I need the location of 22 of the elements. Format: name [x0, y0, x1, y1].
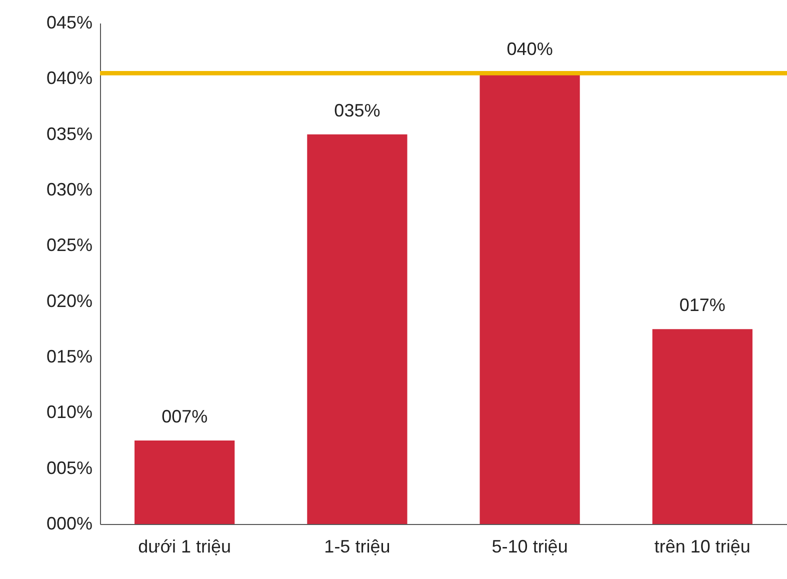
y-tick-label: 020% [46, 290, 92, 311]
y-tick-label: 005% [46, 458, 92, 478]
y-tick-label: 030% [46, 180, 92, 200]
x-tick-label: 5-10 triệu [492, 536, 568, 556]
y-tick-label: 015% [46, 346, 92, 366]
y-tick-label: 045% [46, 12, 92, 32]
x-tick-label: 1-5 triệu [324, 536, 390, 556]
x-tick-label: dưới 1 triệu [138, 536, 232, 556]
y-tick-label: 025% [46, 235, 92, 256]
bar [652, 329, 752, 524]
bar [480, 73, 580, 524]
data-label: 007% [162, 406, 208, 426]
data-label: 040% [506, 39, 553, 60]
y-tick-label: 000% [46, 514, 92, 534]
bar [134, 440, 235, 524]
y-tick-label: 040% [46, 68, 92, 88]
bar [307, 134, 408, 524]
x-tick-label: trên 10 triệu [654, 536, 750, 556]
y-tick-label: 035% [46, 124, 92, 144]
y-tick-label: 010% [46, 402, 92, 422]
data-label: 035% [334, 100, 380, 120]
data-label: 017% [679, 295, 726, 316]
